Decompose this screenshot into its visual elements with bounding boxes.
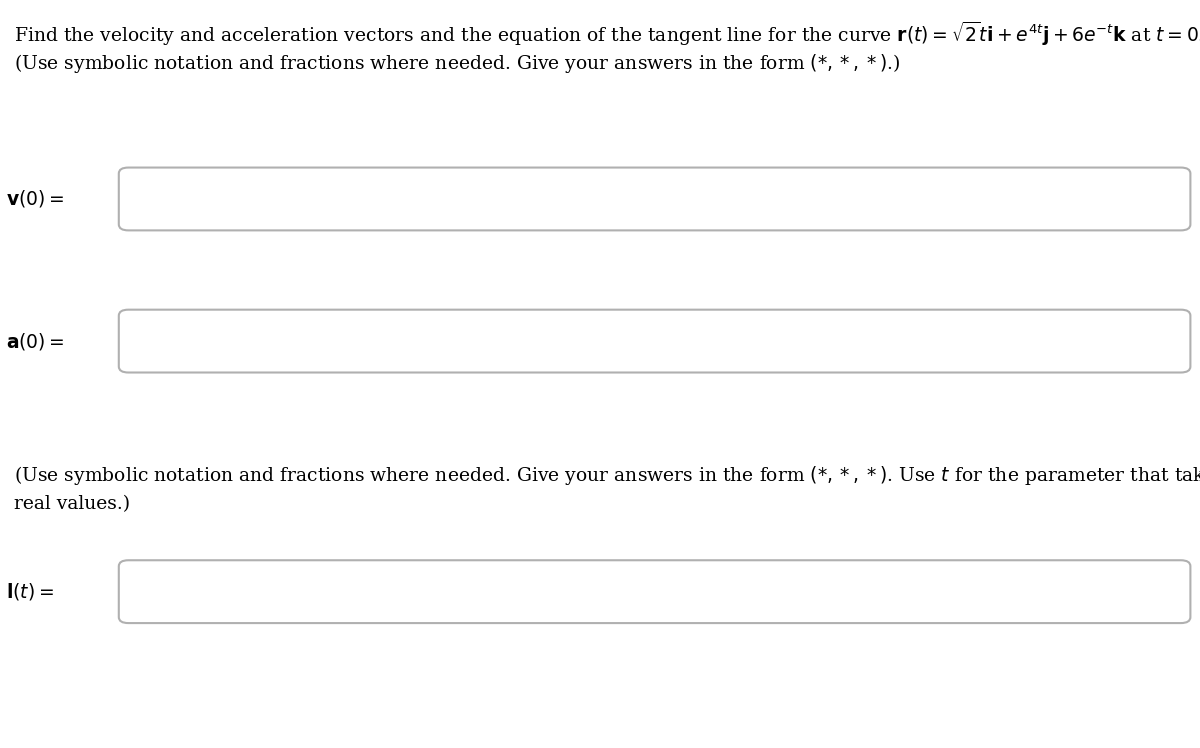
FancyBboxPatch shape — [119, 310, 1190, 373]
Text: $\mathbf{a}(0) =$: $\mathbf{a}(0) =$ — [6, 331, 65, 352]
FancyBboxPatch shape — [119, 560, 1190, 623]
Text: (Use symbolic notation and fractions where needed. Give your answers in the form: (Use symbolic notation and fractions whe… — [14, 464, 1200, 487]
Text: Find the velocity and acceleration vectors and the equation of the tangent line : Find the velocity and acceleration vecto… — [14, 20, 1200, 49]
Text: $\mathbf{v}(0) =$: $\mathbf{v}(0) =$ — [6, 188, 64, 209]
FancyBboxPatch shape — [119, 168, 1190, 230]
Text: real values.): real values.) — [14, 495, 131, 513]
Text: $\mathbf{l}(t) =$: $\mathbf{l}(t) =$ — [6, 581, 54, 602]
Text: (Use symbolic notation and fractions where needed. Give your answers in the form: (Use symbolic notation and fractions whe… — [14, 52, 901, 76]
